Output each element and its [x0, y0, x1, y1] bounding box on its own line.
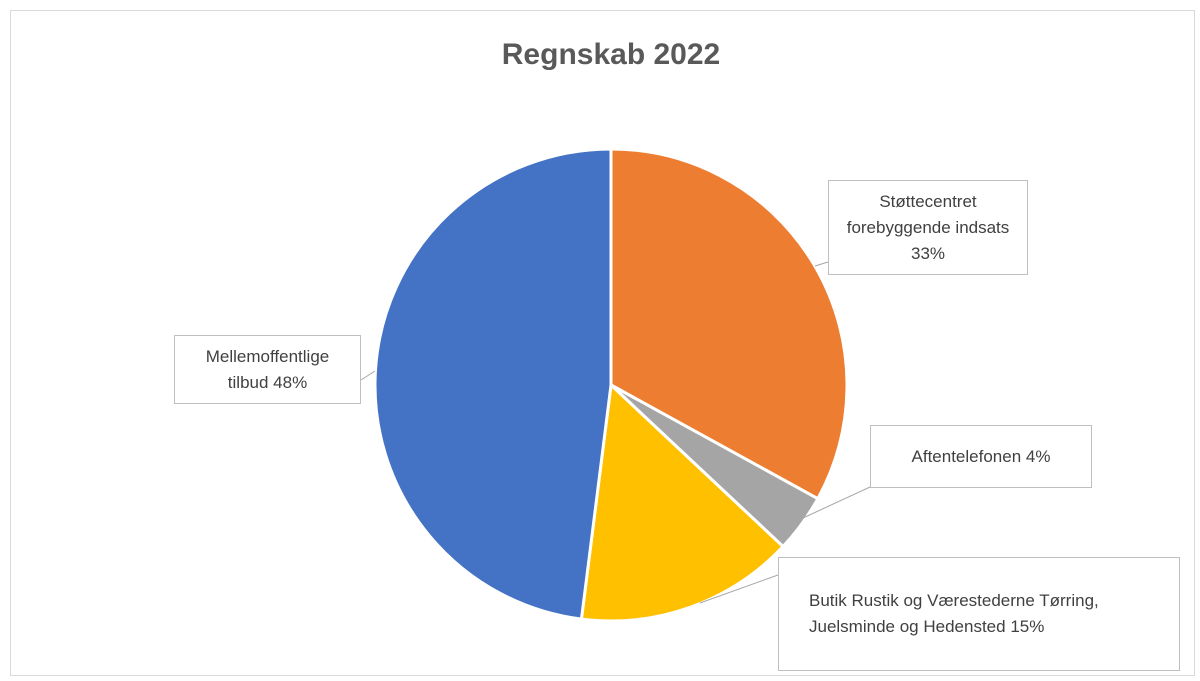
label-value: 4%	[1025, 446, 1051, 466]
label-category: Aftentelefonen	[911, 446, 1022, 466]
leader-line	[814, 261, 829, 267]
label-value: 33%	[910, 243, 946, 263]
label-category: Butik Rustik og Værestederne Tørring, Ju…	[809, 591, 1099, 636]
leader-line	[699, 574, 779, 604]
data-label: Butik Rustik og Værestederne Tørring, Ju…	[778, 557, 1180, 671]
label-value: 15%	[1010, 617, 1045, 636]
pie-slice	[609, 147, 849, 501]
pie-slice	[373, 147, 613, 621]
data-label: Aftentelefonen 4%	[870, 425, 1092, 488]
pie-slice	[579, 381, 786, 623]
data-label: Støttecentret forebyggende indsats 33%	[828, 180, 1028, 275]
label-category: Støttecentret forebyggende indsats	[846, 191, 1010, 237]
pie	[373, 147, 849, 623]
label-value: 48%	[273, 372, 308, 392]
data-label: Mellemoffentlige tilbud 48%	[174, 335, 361, 404]
chart-title: Regnskab 2022	[502, 38, 720, 71]
label-category: Mellemoffentlige tilbud	[205, 346, 330, 392]
leader-line	[360, 370, 376, 381]
